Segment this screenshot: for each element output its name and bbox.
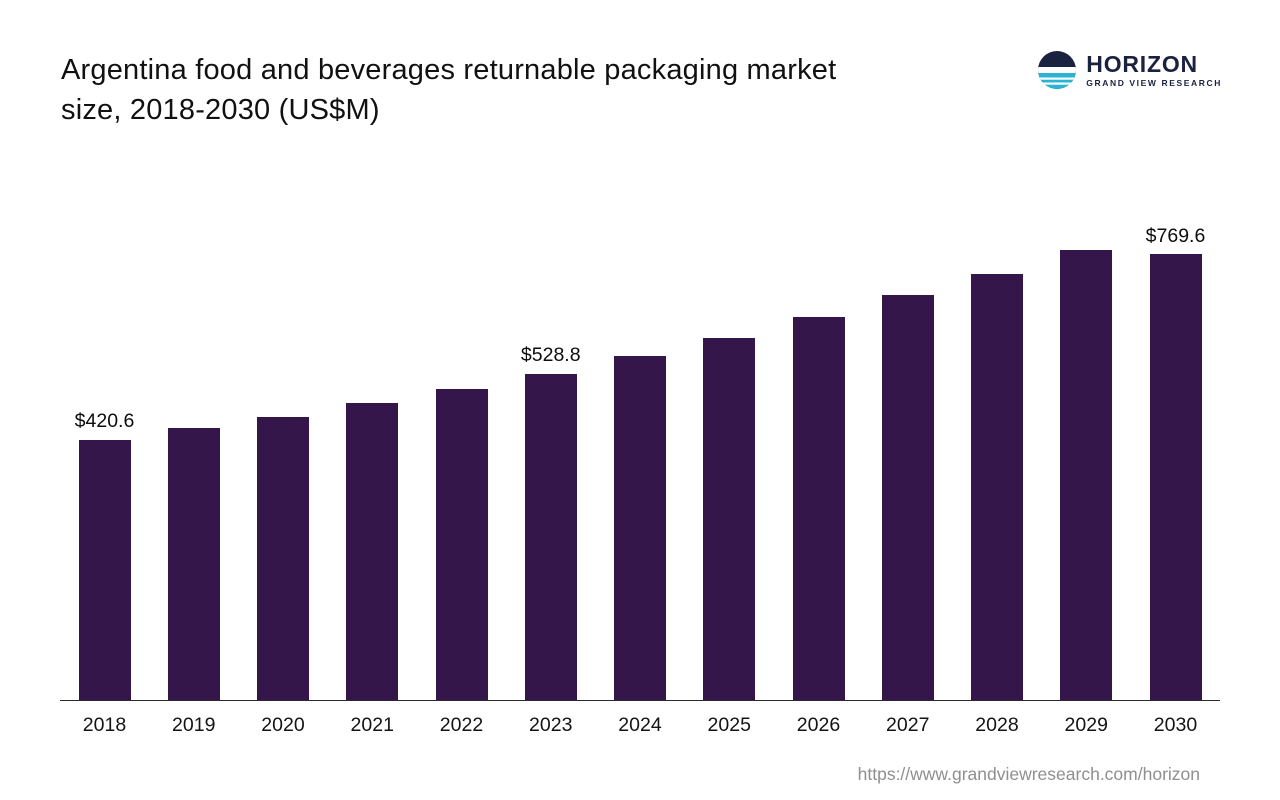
bar-2024 (614, 356, 666, 700)
horizon-globe-icon (1037, 50, 1077, 90)
footer-url[interactable]: https://www.grandviewresearch.com/horizo… (857, 764, 1200, 784)
x-tick-2023: 2023 (529, 714, 573, 736)
bar-group-2020 (239, 225, 328, 700)
bar-2018 (78, 440, 131, 700)
bar-group-2028 (953, 225, 1042, 700)
bar-2029 (1060, 250, 1113, 700)
x-tick-2019: 2019 (172, 714, 216, 736)
x-tick-2028: 2028 (975, 714, 1019, 736)
bar-group-2023: $528.8 (506, 225, 595, 700)
bar-group-2021 (328, 225, 417, 700)
bar-group-2018: $420.6 (60, 225, 149, 700)
x-tick-2018: 2018 (82, 714, 127, 736)
chart-title: Argentina food and beverages returnable … (61, 50, 1021, 130)
bar-group-2024 (596, 225, 685, 700)
bar-value-label-2030: $769.6 (1145, 225, 1206, 247)
bar-2026 (792, 317, 845, 700)
x-tick-2021: 2021 (350, 714, 394, 736)
bar-value-label-2018: $420.6 (74, 410, 135, 432)
bar-2021 (346, 403, 399, 700)
horizon-logo: HORIZON GRAND VIEW RESEARCH (1037, 50, 1222, 90)
logo-brand: HORIZON (1086, 50, 1198, 77)
bar-chart-area: $420.6 $528.8 $769.6 2018 2019 2020 2021 2022 2… (60, 225, 1220, 737)
bar-group-2026 (774, 225, 863, 700)
bar-2020 (257, 417, 309, 700)
bar-chart: $420.6 $528.8 $769.6 (60, 225, 1220, 700)
x-tick-2026: 2026 (796, 714, 841, 736)
bar-group-2019 (149, 225, 238, 700)
bar-2030 (1149, 253, 1202, 700)
logo-subbrand: GRAND VIEW RESEARCH (1086, 78, 1222, 89)
bar-2019 (167, 428, 220, 700)
bar-2027 (881, 295, 934, 700)
x-tick-2022: 2022 (439, 714, 484, 736)
bar-group-2027 (863, 225, 952, 700)
chart-title-line-1: Argentina food and beverages returnable … (61, 54, 837, 86)
bar-value-label-2023: $528.8 (520, 344, 581, 366)
x-axis: 2018 2019 2020 2021 2022 2023 2024 2025 2026 2027… (60, 700, 1220, 737)
bar-2022 (435, 389, 488, 700)
bar-2023 (524, 374, 577, 700)
x-tick-2030: 2030 (1153, 714, 1198, 736)
bar-group-2030: $769.6 (1131, 225, 1220, 700)
x-tick-2027: 2027 (886, 714, 930, 736)
bar-2028 (971, 274, 1023, 700)
bar-group-2022 (417, 225, 506, 700)
chart-title-line-2: size, 2018-2030 (US$M) (61, 94, 380, 127)
bar-group-2025 (685, 225, 774, 700)
x-tick-2024: 2024 (618, 714, 662, 736)
bar-group-2029 (1042, 225, 1131, 700)
x-tick-2025: 2025 (707, 714, 751, 736)
x-tick-2020: 2020 (261, 714, 305, 736)
logo-text: HORIZON GRAND VIEW RESEARCH (1086, 52, 1222, 88)
x-tick-2029: 2029 (1064, 714, 1108, 736)
bar-2025 (703, 338, 756, 700)
